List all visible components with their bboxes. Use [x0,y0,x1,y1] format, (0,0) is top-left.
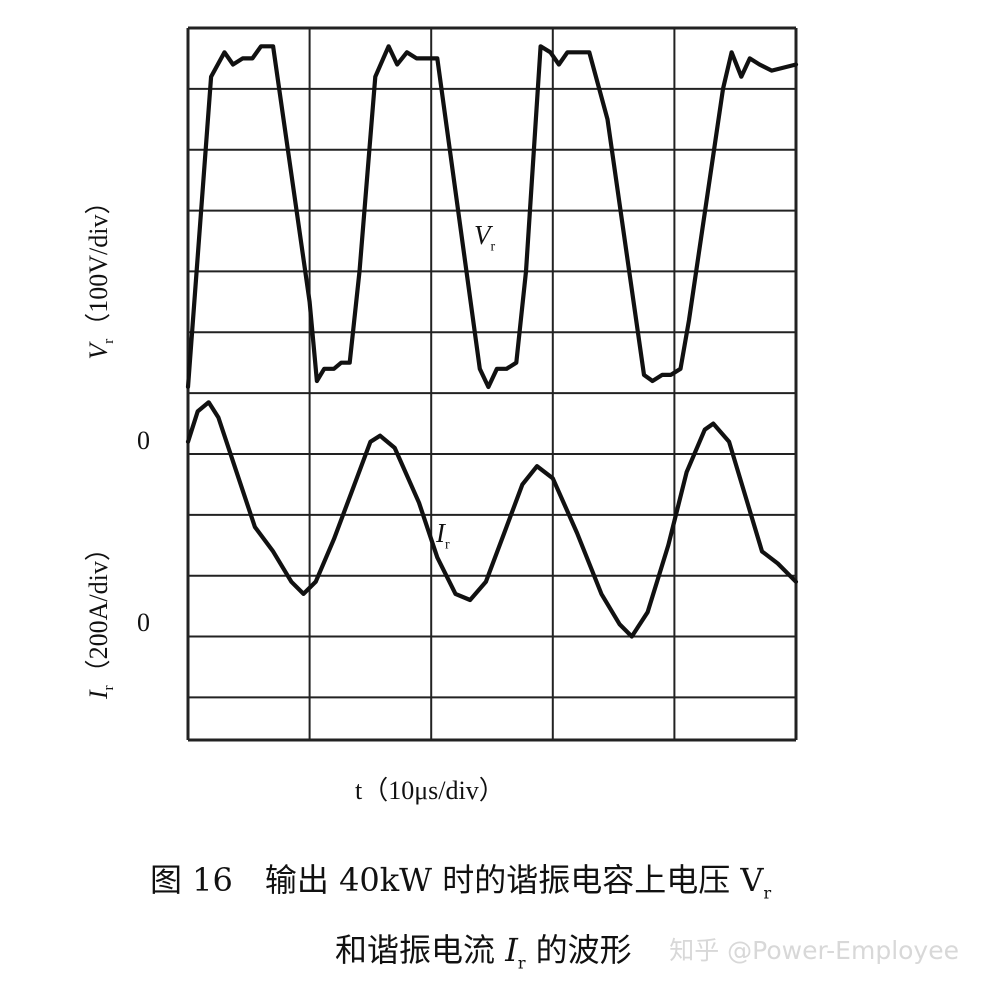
figure-caption-line1: 图 16 输出 40kW 时的谐振电容上电压 Vr [150,855,771,902]
y-axis-label-vr: Vr（100V/div） [78,164,118,384]
y-axis-label-vr-sub: r [101,338,118,344]
caption-line2-b: 的波形 [525,931,632,969]
y-axis-label-vr-unit: （100V/div） [83,188,113,339]
series-label-ir-main: I [436,518,445,548]
caption-line2-i: I [505,931,518,969]
chart-grid [186,26,798,742]
caption-line1-text: 图 16 输出 40kW 时的谐振电容上电压 V [150,861,764,899]
y-axis-label-ir-sub: r [101,685,118,691]
figure-caption-line2: 和谐振电流 Ir 的波形 [335,925,632,972]
series-label-ir: Ir [436,518,450,553]
x-axis-label: t（10μs/div） [355,776,505,805]
y-axis-label-ir-main: I [83,690,113,700]
caption-line1-sub: r [763,883,772,903]
y-axis-label-vr-main: V [83,343,113,360]
series-line-vr [185,44,799,390]
series-label-vr-main: V [474,220,491,250]
zero-label-vr: 0 [137,426,150,455]
series-label-ir-sub: r [445,537,450,553]
zero-label-ir: 0 [137,608,150,637]
caption-line2-sub: r [517,953,526,973]
y-axis-label-ir-unit: （200A/div） [83,535,113,686]
series-label-vr: Vr [474,220,495,255]
watermark-text: 知乎 @Power-Employee [669,936,959,965]
series-line-ir [185,400,799,639]
series-label-vr-sub: r [490,239,496,255]
caption-line2-a: 和谐振电流 [335,931,506,969]
y-axis-label-ir: Ir（200A/div） [78,507,118,727]
